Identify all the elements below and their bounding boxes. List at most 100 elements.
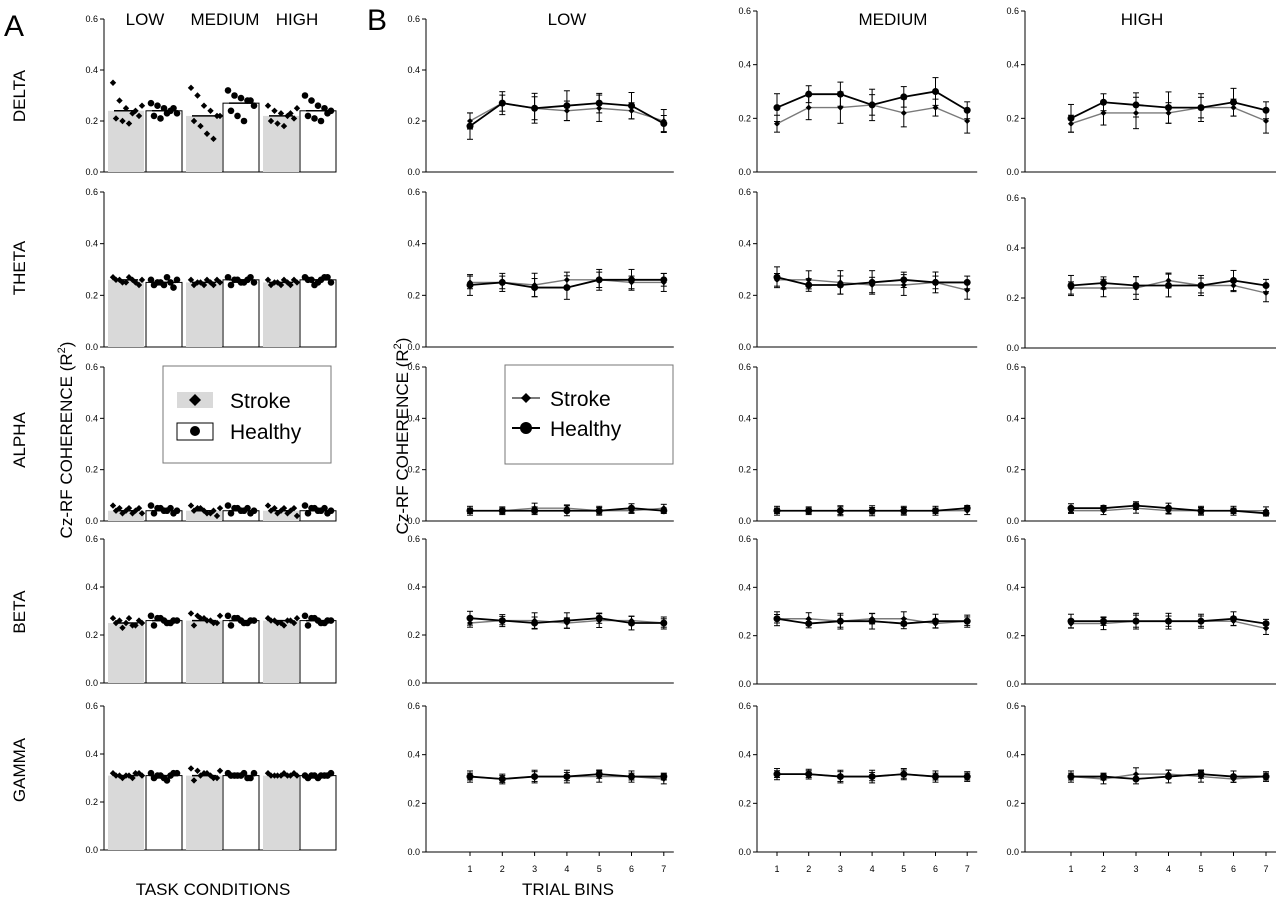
panel-a-delta-point-stroke: [200, 102, 208, 109]
panel-b-low-gamma-xtick-label: 4: [564, 864, 569, 874]
panel-b-medium-alpha-marker-healthy: [805, 507, 813, 515]
panel-a-beta-point-healthy: [157, 614, 164, 622]
panel-b-low-delta-marker-healthy: [498, 99, 506, 107]
panel-a-delta-point-stroke: [116, 97, 123, 104]
panel-b-high-alpha-marker-healthy: [1100, 504, 1107, 512]
panel-a-theta-point-stroke: [274, 279, 281, 286]
panel-a-theta-point-stroke: [216, 279, 224, 286]
panel-a-alpha-point-stroke: [216, 504, 224, 512]
panel-a-delta-point-healthy: [234, 112, 241, 120]
panel-b-low-alpha-ytick-label: 0.6: [407, 362, 420, 372]
panel-a-gamma-point-stroke: [112, 772, 120, 779]
panel-a-delta-point-stroke: [203, 130, 211, 137]
panel-b-low-delta-marker-healthy: [595, 99, 603, 107]
panel-b-medium-gamma-marker-healthy: [805, 770, 813, 778]
panel-b-high-delta-marker-healthy: [1262, 106, 1270, 114]
panel-a-alpha-point-stroke: [287, 507, 294, 514]
legend-a-stroke-label: Stroke: [230, 390, 291, 413]
panel-a-delta-point-stroke: [190, 117, 198, 125]
panel-a-beta-point-stroke: [216, 612, 224, 619]
panel-b-medium-delta-marker-stroke: [774, 120, 780, 127]
panel-b-medium-theta-marker-healthy: [963, 278, 971, 286]
panel-a-gamma-point-stroke: [125, 772, 133, 779]
panel-a-theta-bar-healthy-low: [145, 281, 183, 348]
panel-b-high-alpha-marker-healthy: [1197, 507, 1205, 515]
panel-b-medium-gamma-xtick-label: 6: [933, 864, 938, 874]
panel-b-high-gamma-xtick-label: 4: [1166, 864, 1171, 874]
panel-a-beta-point-stroke: [109, 615, 117, 622]
panel-a-gamma-ytick-label: 0.0: [85, 845, 98, 855]
panel-a-delta-point-stroke: [122, 105, 130, 112]
panel-a-theta-bar-healthy-medium: [222, 279, 260, 348]
panel-a-delta-point-healthy: [308, 97, 315, 104]
panel-b-medium-theta-ytick-label: 0.0: [738, 342, 751, 352]
panel-b-high-theta-marker-healthy: [1132, 282, 1140, 289]
panel-a-delta-bar-healthy-medium: [222, 102, 260, 173]
panel-a-gamma-point-healthy: [247, 774, 254, 782]
panel-a-alpha-point-stroke: [210, 507, 217, 514]
panel-a-theta-bar-healthy-high: [299, 279, 337, 348]
panel-a-beta-point-stroke: [190, 622, 198, 629]
band-label-gamma: GAMMA: [10, 737, 29, 802]
panel-a-alpha-point-stroke: [138, 510, 146, 517]
panel-a-theta-point-stroke: [200, 281, 208, 289]
panel-a-delta-bar-healthy-low: [145, 110, 183, 173]
panel-b-low-theta-marker-healthy: [595, 276, 603, 284]
panel-a-delta-point-healthy: [237, 94, 245, 102]
legend-a-stroke-diamond: [189, 394, 201, 406]
panel-a-theta-point-stroke: [210, 281, 217, 289]
legend-b-stroke-label: Stroke: [550, 388, 611, 411]
panel-b-high-delta-marker-healthy: [1132, 101, 1140, 109]
panel-a-gamma-point-stroke: [119, 774, 126, 782]
panel-b-medium-alpha-marker-healthy: [932, 507, 939, 515]
panel-b-ylabel: Cz-RF COHERENCE (R2): [392, 338, 412, 535]
panel-b-medium-gamma-marker-healthy: [900, 770, 908, 778]
plots-layer: 0.0 0.2 0.4 0.6 0.0 0.2 0.4 0.6 0.0 0.2 0.4 0.6 0.0 0…: [85, 6, 1276, 874]
panel-b-medium-gamma-marker-healthy: [963, 773, 971, 781]
panel-a-theta-bar-stroke-high: [263, 282, 299, 347]
panel-b-medium-gamma-marker-healthy: [773, 770, 781, 778]
panel-a-alpha-bar-stroke-low: [108, 510, 144, 521]
panel-a-alpha-point-healthy: [247, 510, 254, 517]
panel-a-delta-ytick-label: 0.6: [85, 14, 98, 24]
panel-b-low-gamma-xtick-label: 2: [500, 864, 505, 874]
panel-b-low-gamma-ytick-label: 0.6: [407, 701, 420, 711]
panel-a-delta-point-healthy: [304, 112, 312, 120]
panel-a-gamma-point-stroke: [194, 767, 201, 774]
band-label-delta: DELTA: [10, 69, 29, 122]
panel-a-beta-point-stroke: [112, 619, 120, 627]
panel-b-low-beta-marker-healthy: [466, 614, 474, 622]
panel-b-low-alpha-marker-healthy: [595, 507, 603, 515]
panel-b-medium-alpha-ytick-label: 0.6: [738, 362, 751, 372]
panel-b-low-theta-marker-healthy: [563, 284, 571, 292]
panel-a-alpha-point-stroke: [190, 507, 198, 514]
band-label-alpha: ALPHA: [10, 411, 29, 467]
panel-a-theta-point-healthy: [311, 281, 318, 289]
panel-a-beta-point-stroke: [207, 617, 214, 624]
panel-b-high-theta-ytick-label: 0.6: [1006, 193, 1019, 203]
panel-a-delta-point-healthy: [224, 87, 232, 94]
panel-b-condition-low: LOW: [548, 10, 587, 29]
panel-b-medium-beta-marker-stroke: [805, 615, 812, 622]
panel-b-medium-alpha-marker-healthy: [773, 507, 781, 515]
legend-a: Stroke Healthy: [162, 365, 332, 464]
panel-a-theta-point-stroke: [197, 279, 204, 286]
panel-b-medium-gamma-ytick-label: 0.6: [738, 701, 751, 711]
panel-b-medium-beta-ytick-label: 0.4: [738, 582, 751, 592]
legend-b: Stroke Healthy: [504, 364, 674, 465]
panel-a-beta-bar-stroke-medium: [186, 620, 222, 683]
panel-a-alpha-point-healthy: [170, 510, 177, 517]
panel-a-theta-point-healthy: [167, 279, 174, 286]
panel-b-ylabel-superscript: 2: [392, 343, 404, 349]
panel-a-gamma-point-stroke: [267, 772, 275, 779]
band-label-beta: BETA: [10, 590, 29, 634]
panel-a-alpha-point-stroke: [109, 502, 117, 509]
panel-a-delta-point-stroke: [109, 79, 117, 86]
panel-b-medium-delta-marker-healthy: [900, 93, 908, 101]
panel-a-alpha-point-healthy: [240, 507, 248, 515]
panel-a-alpha-point-healthy: [227, 510, 235, 517]
panel-a-beta-ytick-label: 0.2: [85, 630, 98, 640]
panel-b-high-delta-ytick-label: 0.0: [1006, 167, 1019, 177]
panel-b-medium-beta-ytick-label: 0.0: [738, 679, 751, 689]
panel-a-delta-point-healthy: [324, 110, 331, 117]
